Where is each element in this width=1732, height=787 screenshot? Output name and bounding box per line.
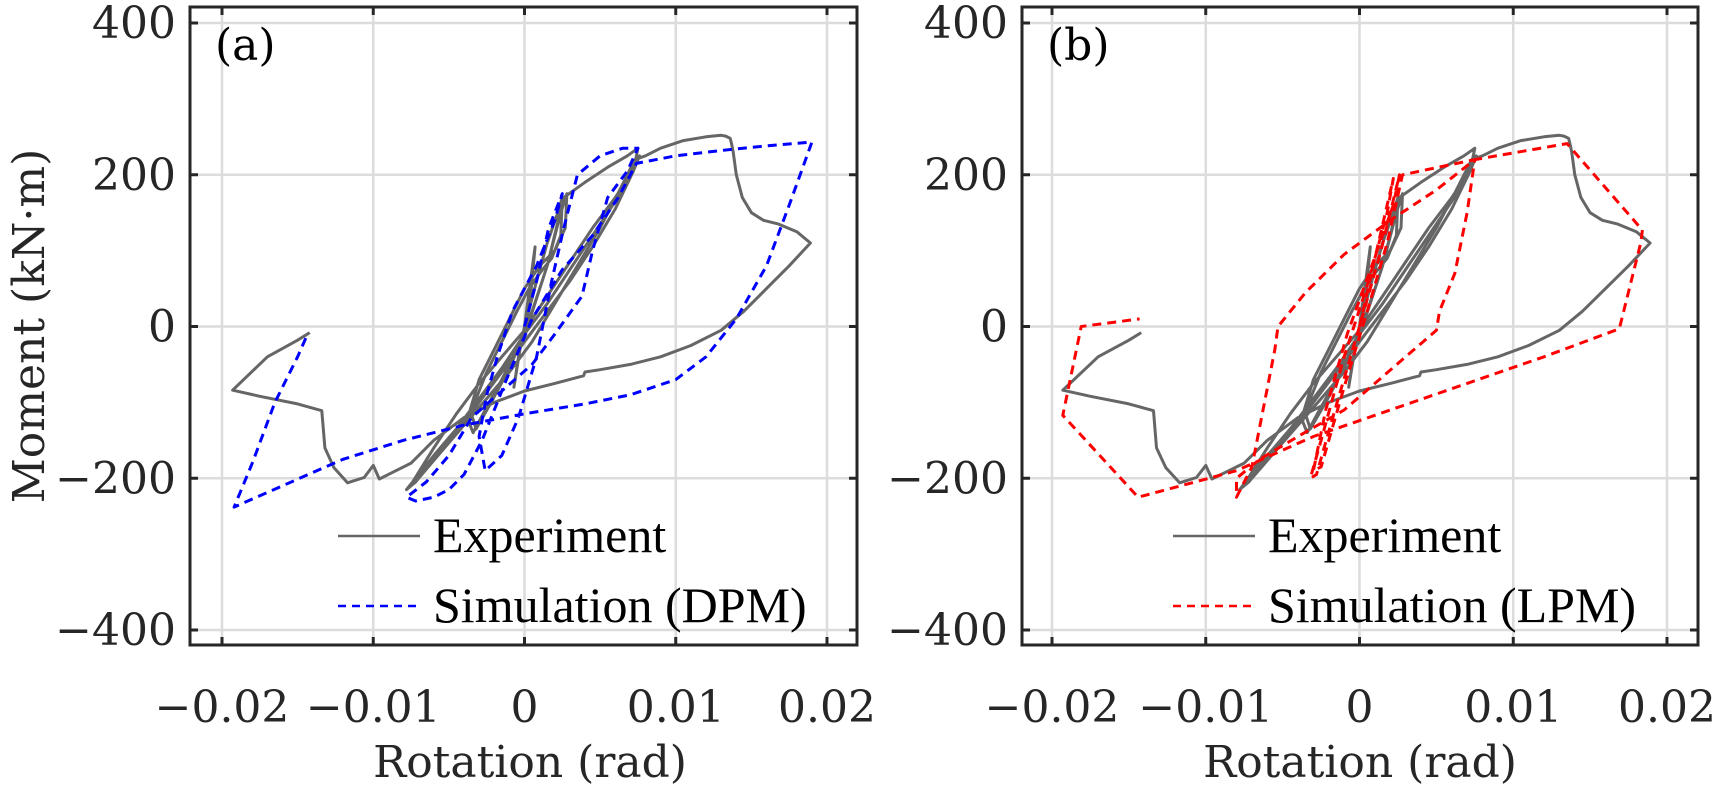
panel-b-series-simulation-lpm: [1061, 142, 1644, 499]
panel-b-ytick-label: 0: [980, 302, 1008, 353]
panel-a-xtick-label: 0.02: [778, 682, 876, 733]
legend-a-simulation-label: Simulation (DPM): [433, 577, 807, 633]
panel-b-ytick-label: 400: [924, 0, 1008, 49]
legend-b-experiment-label: Experiment: [1268, 507, 1501, 563]
panel-b-series-experiment: [1061, 133, 1652, 492]
panel-a-y-axis-label: Moment (kN·m): [4, 149, 55, 504]
panel-a-xtick-label: 0.01: [627, 682, 725, 733]
panel-a-series-experiment: [231, 133, 812, 492]
panel-a-xtick-label: −0.01: [306, 682, 441, 733]
panel-b-xtick-label: 0: [1346, 682, 1374, 733]
panel-a-series-simulation-dpm: [232, 140, 814, 509]
panel-a-ytick-labels: −400 −200 0 200 400: [55, 0, 176, 656]
panel-b-xtick-label: 0.02: [1618, 682, 1716, 733]
panel-a-xtick-label: −0.02: [155, 682, 290, 733]
panel-b-xtick-label: −0.01: [1138, 682, 1273, 733]
panel-b-ticks: [1022, 7, 1698, 645]
panel-a-ytick-label: 400: [92, 0, 176, 49]
panel-b-x-axis-label: Rotation (rad): [1203, 737, 1517, 787]
panel-b-xtick-labels: −0.02 −0.01 0 0.01 0.02: [985, 682, 1716, 733]
panel-a-x-axis-label: Rotation (rad): [373, 737, 687, 787]
panel-a-xtick-label: 0: [511, 682, 539, 733]
panel-a-ytick-label: 0: [148, 302, 176, 353]
panel-b-xtick-label: 0.01: [1464, 682, 1562, 733]
panel-a-legend: Experiment Simulation (DPM): [338, 507, 807, 633]
panel-b-ytick-label: −200: [887, 453, 1008, 504]
panel-b-plot-area: [1061, 133, 1652, 499]
panel-b-ytick-label: −400: [887, 605, 1008, 656]
legend-b-simulation-label: Simulation (LPM): [1268, 577, 1636, 633]
panel-a-plot-area: [231, 133, 814, 509]
panel-b-ytick-label: 200: [924, 150, 1008, 201]
panel-a-ytick-label: −200: [55, 453, 176, 504]
panel-a-xtick-labels: −0.02 −0.01 0 0.01 0.02: [155, 682, 876, 733]
panel-a-ytick-label: 200: [92, 150, 176, 201]
panel-a-ticks: [190, 7, 857, 645]
panel-b-ytick-labels: −400 −200 0 200 400: [887, 0, 1008, 656]
panel-b-label: (b): [1047, 20, 1110, 71]
panel-a-label: (a): [215, 20, 276, 71]
panel-b-xtick-label: −0.02: [985, 682, 1120, 733]
panel-a-ytick-label: −400: [55, 605, 176, 656]
legend-a-experiment-label: Experiment: [433, 507, 666, 563]
panel-b-legend: Experiment Simulation (LPM): [1173, 507, 1636, 633]
